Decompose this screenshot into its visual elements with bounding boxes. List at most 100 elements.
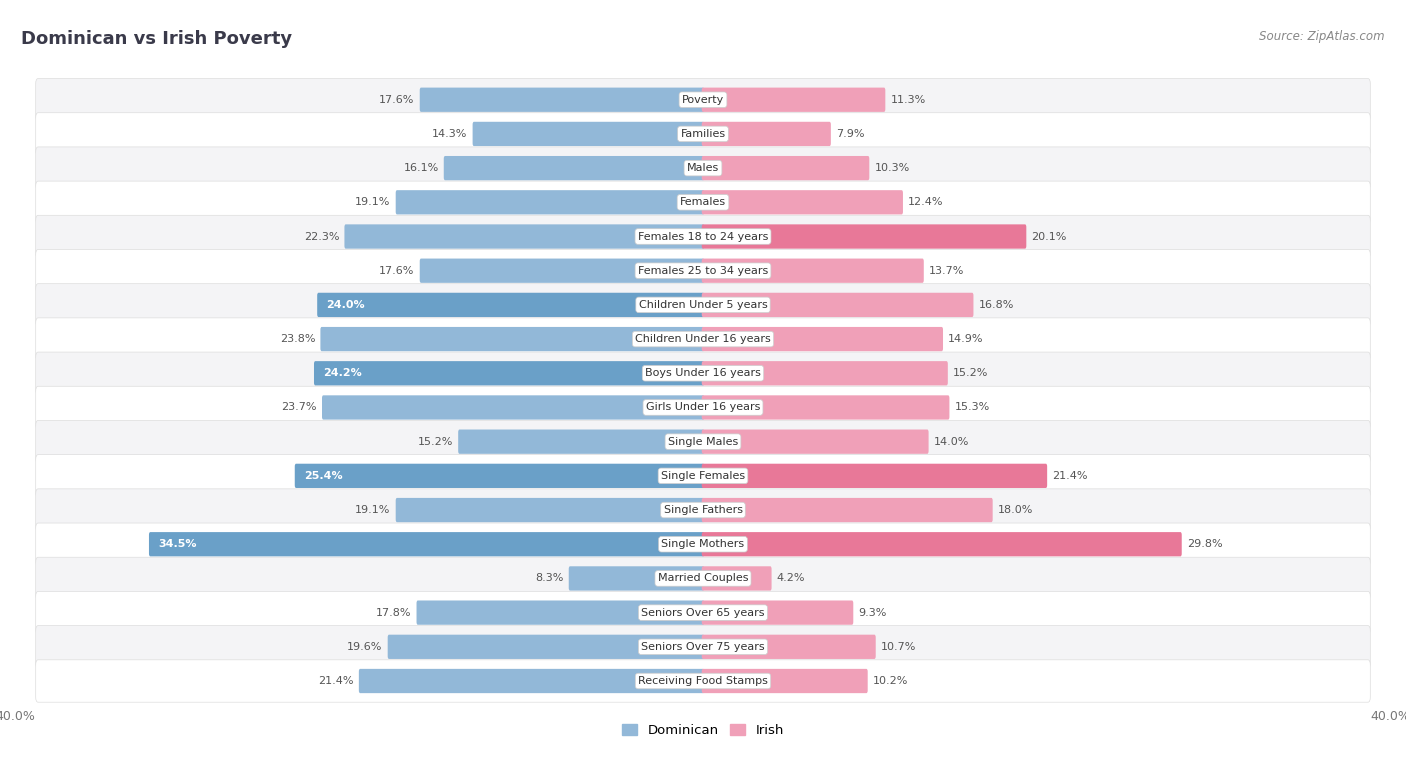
FancyBboxPatch shape xyxy=(702,634,876,659)
FancyBboxPatch shape xyxy=(35,181,1371,224)
FancyBboxPatch shape xyxy=(569,566,704,590)
Text: Single Males: Single Males xyxy=(668,437,738,446)
FancyBboxPatch shape xyxy=(35,659,1371,702)
Text: 20.1%: 20.1% xyxy=(1032,231,1067,242)
FancyBboxPatch shape xyxy=(702,600,853,625)
Text: 19.1%: 19.1% xyxy=(356,197,391,207)
Text: 23.7%: 23.7% xyxy=(281,402,316,412)
Text: 14.9%: 14.9% xyxy=(948,334,984,344)
Text: Poverty: Poverty xyxy=(682,95,724,105)
Text: Single Females: Single Females xyxy=(661,471,745,481)
FancyBboxPatch shape xyxy=(702,88,886,112)
Text: 23.8%: 23.8% xyxy=(280,334,315,344)
FancyBboxPatch shape xyxy=(35,352,1371,394)
FancyBboxPatch shape xyxy=(388,634,704,659)
FancyBboxPatch shape xyxy=(416,600,704,625)
FancyBboxPatch shape xyxy=(35,215,1371,258)
Text: 16.1%: 16.1% xyxy=(404,163,439,173)
FancyBboxPatch shape xyxy=(35,557,1371,600)
FancyBboxPatch shape xyxy=(702,293,973,317)
Text: 34.5%: 34.5% xyxy=(159,539,197,550)
FancyBboxPatch shape xyxy=(702,327,943,351)
Text: 24.0%: 24.0% xyxy=(326,300,366,310)
Text: 24.2%: 24.2% xyxy=(323,368,361,378)
Text: Females: Females xyxy=(681,197,725,207)
Text: Females 18 to 24 years: Females 18 to 24 years xyxy=(638,231,768,242)
Text: 9.3%: 9.3% xyxy=(859,608,887,618)
Text: 17.8%: 17.8% xyxy=(375,608,412,618)
FancyBboxPatch shape xyxy=(702,190,903,215)
Text: Girls Under 16 years: Girls Under 16 years xyxy=(645,402,761,412)
FancyBboxPatch shape xyxy=(702,498,993,522)
FancyBboxPatch shape xyxy=(420,258,704,283)
Text: 16.8%: 16.8% xyxy=(979,300,1014,310)
FancyBboxPatch shape xyxy=(322,396,704,420)
Text: Children Under 16 years: Children Under 16 years xyxy=(636,334,770,344)
Text: 7.9%: 7.9% xyxy=(837,129,865,139)
FancyBboxPatch shape xyxy=(702,361,948,385)
FancyBboxPatch shape xyxy=(149,532,704,556)
FancyBboxPatch shape xyxy=(35,79,1371,121)
Text: Source: ZipAtlas.com: Source: ZipAtlas.com xyxy=(1260,30,1385,43)
Text: 8.3%: 8.3% xyxy=(536,574,564,584)
Legend: Dominican, Irish: Dominican, Irish xyxy=(616,719,790,742)
FancyBboxPatch shape xyxy=(420,88,704,112)
FancyBboxPatch shape xyxy=(702,224,1026,249)
FancyBboxPatch shape xyxy=(359,669,704,693)
FancyBboxPatch shape xyxy=(702,258,924,283)
Text: 15.2%: 15.2% xyxy=(418,437,453,446)
Text: 19.1%: 19.1% xyxy=(356,505,391,515)
Text: Seniors Over 65 years: Seniors Over 65 years xyxy=(641,608,765,618)
FancyBboxPatch shape xyxy=(295,464,704,488)
FancyBboxPatch shape xyxy=(702,566,772,590)
FancyBboxPatch shape xyxy=(444,156,704,180)
FancyBboxPatch shape xyxy=(35,283,1371,326)
FancyBboxPatch shape xyxy=(35,387,1371,429)
FancyBboxPatch shape xyxy=(395,498,704,522)
FancyBboxPatch shape xyxy=(35,625,1371,668)
Text: 15.2%: 15.2% xyxy=(953,368,988,378)
FancyBboxPatch shape xyxy=(344,224,704,249)
FancyBboxPatch shape xyxy=(35,147,1371,190)
Text: Single Fathers: Single Fathers xyxy=(664,505,742,515)
Text: 21.4%: 21.4% xyxy=(318,676,354,686)
Text: Seniors Over 75 years: Seniors Over 75 years xyxy=(641,642,765,652)
FancyBboxPatch shape xyxy=(702,464,1047,488)
FancyBboxPatch shape xyxy=(702,396,949,420)
Text: 10.3%: 10.3% xyxy=(875,163,910,173)
FancyBboxPatch shape xyxy=(35,489,1371,531)
Text: Children Under 5 years: Children Under 5 years xyxy=(638,300,768,310)
FancyBboxPatch shape xyxy=(702,669,868,693)
Text: Receiving Food Stamps: Receiving Food Stamps xyxy=(638,676,768,686)
FancyBboxPatch shape xyxy=(318,293,704,317)
Text: 18.0%: 18.0% xyxy=(998,505,1033,515)
Text: Boys Under 16 years: Boys Under 16 years xyxy=(645,368,761,378)
Text: 14.0%: 14.0% xyxy=(934,437,969,446)
FancyBboxPatch shape xyxy=(395,190,704,215)
Text: Females 25 to 34 years: Females 25 to 34 years xyxy=(638,266,768,276)
Text: 17.6%: 17.6% xyxy=(380,266,415,276)
FancyBboxPatch shape xyxy=(35,249,1371,292)
FancyBboxPatch shape xyxy=(35,318,1371,360)
FancyBboxPatch shape xyxy=(35,421,1371,463)
FancyBboxPatch shape xyxy=(702,532,1181,556)
Text: 19.6%: 19.6% xyxy=(347,642,382,652)
FancyBboxPatch shape xyxy=(702,156,869,180)
Text: Single Mothers: Single Mothers xyxy=(661,539,745,550)
FancyBboxPatch shape xyxy=(35,113,1371,155)
Text: Families: Families xyxy=(681,129,725,139)
FancyBboxPatch shape xyxy=(35,523,1371,565)
Text: Males: Males xyxy=(688,163,718,173)
Text: 10.7%: 10.7% xyxy=(880,642,917,652)
FancyBboxPatch shape xyxy=(702,430,928,454)
Text: 21.4%: 21.4% xyxy=(1052,471,1088,481)
Text: Married Couples: Married Couples xyxy=(658,574,748,584)
FancyBboxPatch shape xyxy=(458,430,704,454)
FancyBboxPatch shape xyxy=(35,455,1371,497)
FancyBboxPatch shape xyxy=(472,122,704,146)
Text: 13.7%: 13.7% xyxy=(929,266,965,276)
FancyBboxPatch shape xyxy=(702,122,831,146)
FancyBboxPatch shape xyxy=(314,361,704,385)
Text: 25.4%: 25.4% xyxy=(304,471,343,481)
FancyBboxPatch shape xyxy=(35,591,1371,634)
